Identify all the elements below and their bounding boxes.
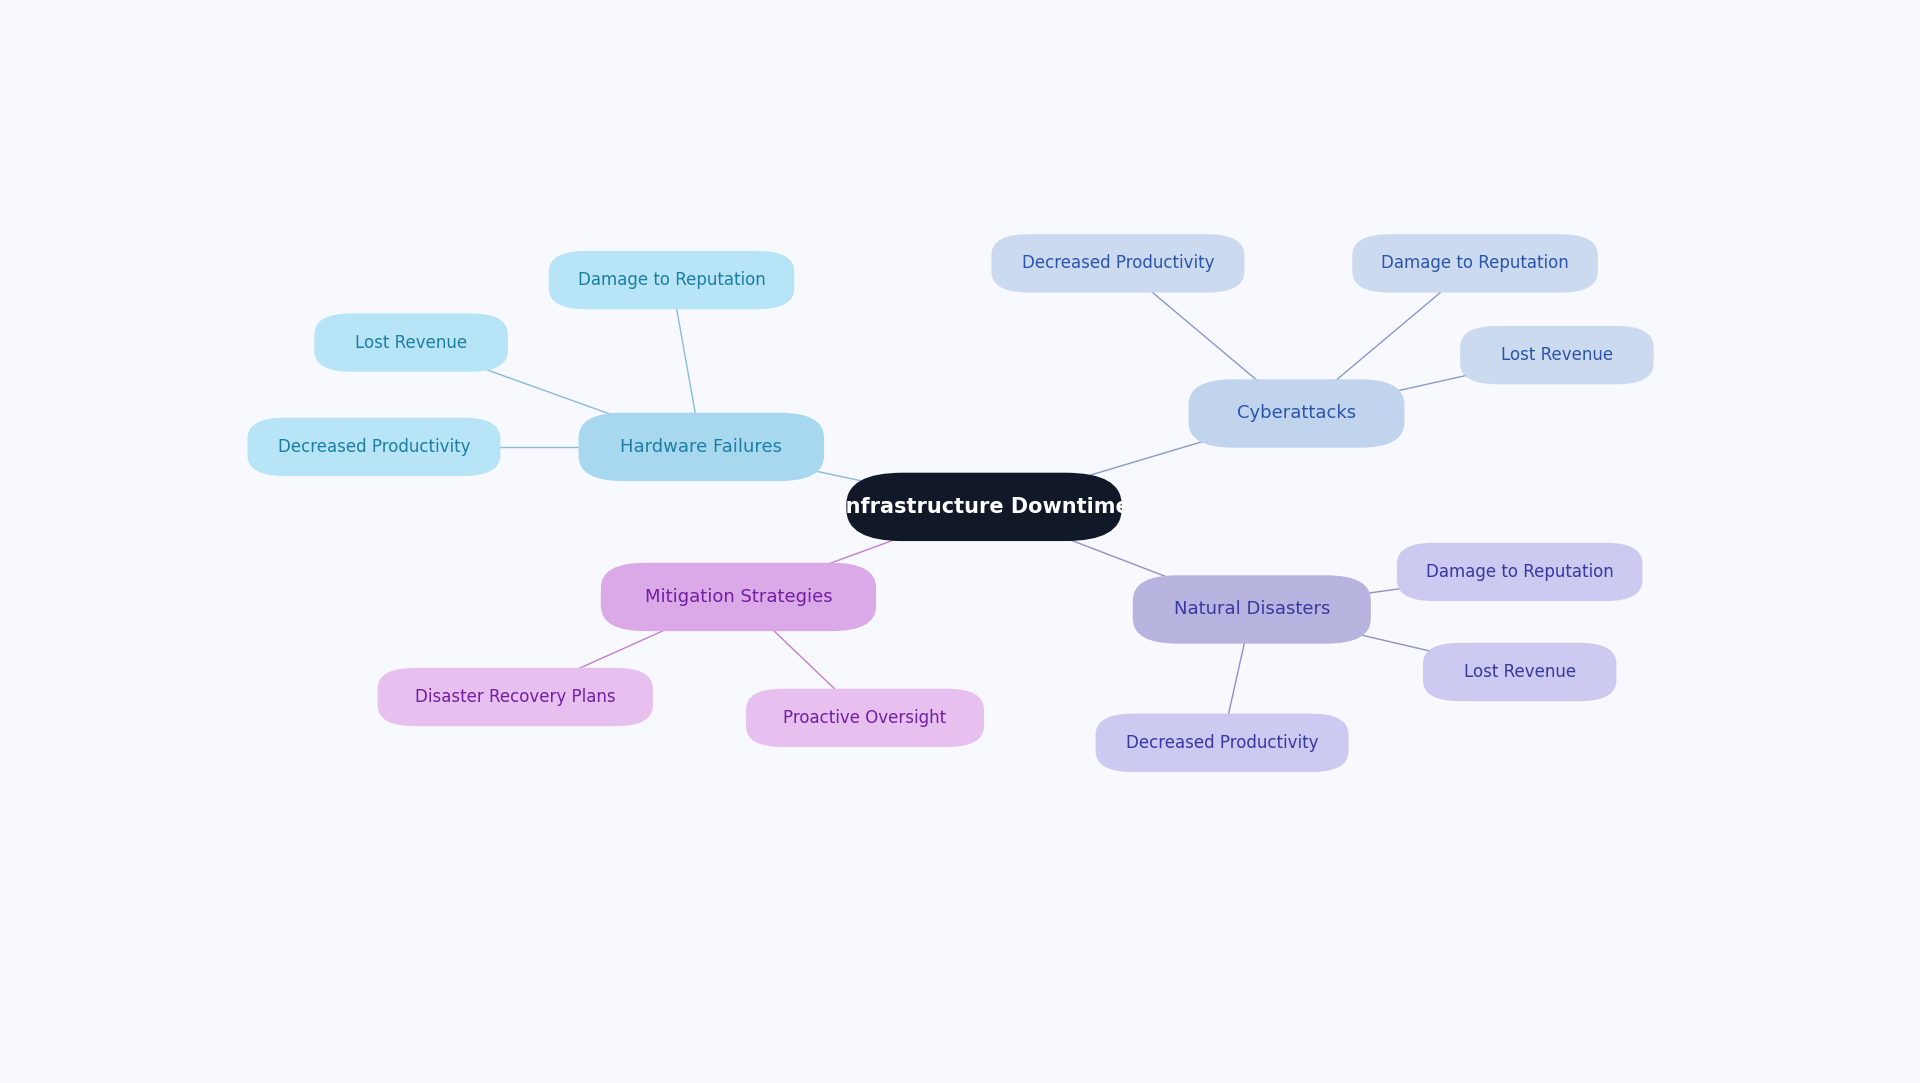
Text: Decreased Productivity: Decreased Productivity [1125, 734, 1319, 752]
Text: Lost Revenue: Lost Revenue [1463, 663, 1576, 681]
Text: Decreased Productivity: Decreased Productivity [278, 438, 470, 456]
Text: Proactive Oversight: Proactive Oversight [783, 709, 947, 727]
FancyBboxPatch shape [1459, 326, 1653, 384]
FancyBboxPatch shape [1423, 643, 1617, 701]
FancyBboxPatch shape [578, 413, 824, 481]
FancyBboxPatch shape [1188, 379, 1404, 447]
FancyBboxPatch shape [1352, 234, 1597, 292]
FancyBboxPatch shape [1133, 575, 1371, 643]
Text: Cyberattacks: Cyberattacks [1236, 404, 1356, 422]
Text: Damage to Reputation: Damage to Reputation [1427, 563, 1613, 580]
FancyBboxPatch shape [248, 418, 501, 477]
Text: Natural Disasters: Natural Disasters [1173, 600, 1331, 618]
Text: Lost Revenue: Lost Revenue [355, 334, 467, 352]
Text: Lost Revenue: Lost Revenue [1501, 347, 1613, 364]
FancyBboxPatch shape [1096, 714, 1348, 772]
Text: Disaster Recovery Plans: Disaster Recovery Plans [415, 688, 616, 706]
FancyBboxPatch shape [745, 689, 983, 747]
FancyBboxPatch shape [847, 472, 1121, 542]
Text: Infrastructure Downtime: Infrastructure Downtime [839, 497, 1129, 517]
FancyBboxPatch shape [315, 313, 507, 371]
FancyBboxPatch shape [378, 668, 653, 727]
Text: Hardware Failures: Hardware Failures [620, 438, 781, 456]
Text: Decreased Productivity: Decreased Productivity [1021, 255, 1213, 273]
Text: Damage to Reputation: Damage to Reputation [1380, 255, 1569, 273]
FancyBboxPatch shape [549, 251, 795, 310]
FancyBboxPatch shape [1398, 543, 1642, 601]
FancyBboxPatch shape [601, 563, 876, 631]
Text: Mitigation Strategies: Mitigation Strategies [645, 588, 831, 606]
FancyBboxPatch shape [991, 234, 1244, 292]
Text: Damage to Reputation: Damage to Reputation [578, 271, 766, 289]
